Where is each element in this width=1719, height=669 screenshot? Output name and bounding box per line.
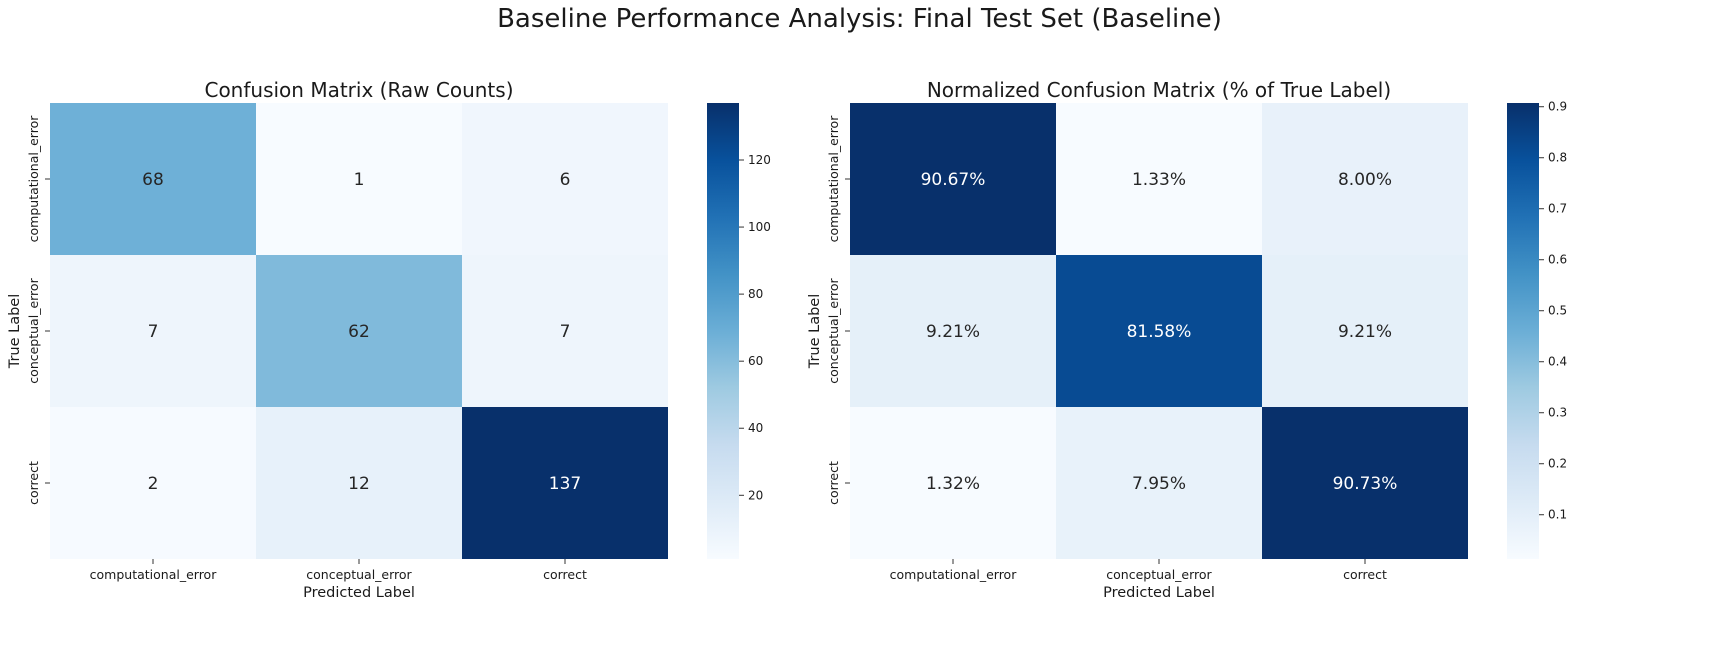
heatmap-cell	[1262, 255, 1468, 407]
heatmap-cell	[50, 255, 256, 407]
cell-annotation: 1	[354, 170, 365, 190]
heatmap-cell	[462, 255, 668, 407]
colorbar-tick-label: 0.2	[1548, 457, 1567, 471]
cell-annotation: 81.58%	[1127, 322, 1192, 342]
x-axis-label: Predicted Label	[1103, 585, 1215, 601]
colorbar-tick-label: 0.1	[1548, 508, 1567, 522]
heatmap-panel-1: 68 1 6 7 62 7 2 12 137 Confusion Matrix (Raw Coun…	[7, 78, 771, 601]
cell-annotation: 90.73%	[1333, 474, 1398, 494]
heatmap-cell	[462, 103, 668, 255]
y-tick-label: conceptual_error	[826, 277, 841, 383]
cell-annotation: 62	[348, 322, 370, 342]
cell-annotation: 7.95%	[1132, 474, 1186, 494]
heatmap-panel-2: 90.67% 1.33% 8.00% 9.21% 81.58% 9.21% 1.32% 7.9…	[807, 78, 1567, 601]
heatmap-cell	[256, 407, 462, 559]
colorbar-tick-label: 40	[748, 421, 763, 435]
cell-annotation: 1.33%	[1132, 170, 1186, 190]
y-tick-label: correct	[826, 461, 841, 505]
figure-title: Baseline Performance Analysis: Final Tes…	[497, 4, 1222, 34]
heatmap-cell	[850, 255, 1056, 407]
colorbar-tick-label: 120	[748, 153, 771, 167]
heatmap-cell	[256, 103, 462, 255]
panel-title: Confusion Matrix (Raw Counts)	[204, 78, 513, 102]
cell-annotation: 7	[148, 322, 159, 342]
x-tick-label: conceptual_error	[306, 567, 412, 582]
y-tick-label: computational_error	[26, 115, 41, 243]
colorbar-tick-label: 20	[748, 488, 763, 502]
x-tick-label: conceptual_error	[1106, 567, 1212, 582]
colorbar-tick-label: 80	[748, 287, 763, 301]
cell-annotation: 1.32%	[926, 474, 980, 494]
x-axis-label: Predicted Label	[303, 585, 415, 601]
colorbar-tick-label: 60	[748, 354, 763, 368]
heatmap-cell	[1056, 407, 1262, 559]
cell-annotation: 7	[560, 322, 571, 342]
heatmap-cell	[850, 407, 1056, 559]
heatmap-cell	[256, 255, 462, 407]
heatmap-cell	[1262, 103, 1468, 255]
colorbar-tick-label: 0.9	[1548, 100, 1567, 114]
cell-annotation: 9.21%	[1338, 322, 1392, 342]
cell-annotation: 6	[560, 170, 571, 190]
heatmap-cell	[1056, 103, 1262, 255]
heatmap-cell	[50, 407, 256, 559]
heatmap-cell	[50, 103, 256, 255]
cell-annotation: 90.67%	[921, 170, 986, 190]
heatmap-cell	[850, 103, 1056, 255]
colorbar-tick-label: 0.4	[1548, 355, 1567, 369]
x-tick-label: computational_error	[890, 567, 1018, 582]
heatmap-cell	[1056, 255, 1262, 407]
heatmap-cell	[462, 407, 668, 559]
heatmap-cell	[1262, 407, 1468, 559]
cell-annotation: 68	[142, 170, 164, 190]
cell-annotation: 2	[148, 474, 159, 494]
colorbar-tick-label: 0.8	[1548, 151, 1567, 165]
colorbar-tick-label: 100	[748, 220, 771, 234]
cell-annotation: 137	[549, 474, 581, 494]
x-tick-label: correct	[1343, 567, 1387, 582]
y-tick-label: correct	[26, 461, 41, 505]
y-axis-label: True Label	[807, 294, 823, 370]
y-tick-label: conceptual_error	[26, 277, 41, 383]
x-tick-label: correct	[543, 567, 587, 582]
x-tick-label: computational_error	[90, 567, 218, 582]
y-tick-label: computational_error	[826, 115, 841, 243]
y-axis-label: True Label	[7, 294, 23, 370]
cell-annotation: 9.21%	[926, 322, 980, 342]
colorbar-tick-label: 0.3	[1548, 406, 1567, 420]
cell-annotation: 12	[348, 474, 370, 494]
colorbar	[707, 103, 739, 559]
cell-annotation: 8.00%	[1338, 170, 1392, 190]
colorbar	[1507, 103, 1539, 559]
colorbar-tick-label: 0.5	[1548, 304, 1567, 318]
colorbar-tick-label: 0.7	[1548, 202, 1567, 216]
colorbar-tick-label: 0.6	[1548, 253, 1567, 267]
panel-title: Normalized Confusion Matrix (% of True L…	[927, 78, 1391, 102]
